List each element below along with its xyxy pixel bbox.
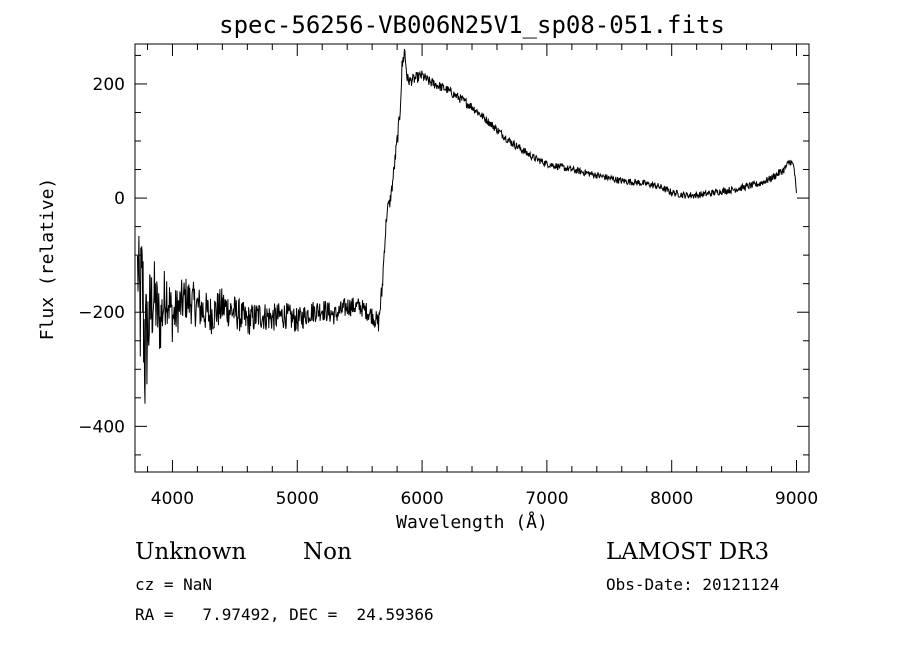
plot-frame <box>134 43 810 473</box>
x-tick-label: 5000 <box>276 489 319 509</box>
y-tick-label: −200 <box>78 303 125 323</box>
y-tick-label: −400 <box>78 417 125 437</box>
object-class: Unknown <box>135 539 246 565</box>
obs-date: Obs-Date: 20121124 <box>606 575 779 594</box>
x-tick-label: 6000 <box>400 489 443 509</box>
x-tick-label: 7000 <box>525 489 568 509</box>
axis-ticks <box>135 44 809 472</box>
y-tick-label: 0 <box>114 189 125 209</box>
coordinates: RA = 7.97492, DEC = 24.59366 <box>135 605 434 624</box>
chart-title: spec-56256-VB006N25V1_sp08-051.fits <box>219 11 725 39</box>
x-tick-label: 8000 <box>650 489 693 509</box>
object-subclass: Non <box>303 539 352 565</box>
x-tick-labels: 4000 5000 6000 7000 8000 9000 <box>151 489 818 509</box>
spectrum-line <box>137 48 797 404</box>
x-tick-label: 9000 <box>775 489 818 509</box>
x-tick-label: 4000 <box>151 489 194 509</box>
y-axis-label: Flux (relative) <box>37 178 58 341</box>
y-tick-labels: −400 −200 0 200 <box>78 75 125 437</box>
survey-label: LAMOST DR3 <box>606 539 769 565</box>
y-tick-label: 200 <box>93 75 125 95</box>
x-axis-label: Wavelength (Å) <box>396 511 548 533</box>
cz-value: cz = NaN <box>135 575 212 594</box>
